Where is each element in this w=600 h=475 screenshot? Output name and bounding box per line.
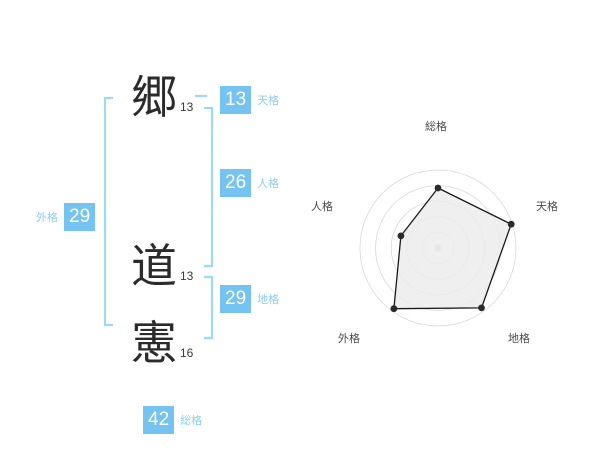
radar-axis-label-tenkaku: 天格: [536, 200, 558, 213]
stroke-count-1: 13: [180, 100, 194, 114]
score-label-jinkaku: 人格: [257, 177, 280, 190]
score-badge-tenkaku: 13 天格: [220, 86, 279, 114]
kanji-char-1: 郷: [131, 70, 177, 124]
radar-axis-label-jinkaku: 人格: [311, 200, 333, 213]
score-label-soukaku: 総格: [180, 414, 203, 427]
radar-axis-label-chikaku: 地格: [508, 332, 530, 345]
radar-axis-label-soukaku: 総格: [425, 120, 447, 133]
score-value-soukaku: 42: [143, 406, 175, 434]
bracket-jinkaku: [203, 106, 214, 268]
radar-chart-canvas: [359, 169, 517, 327]
kanji-char-3: 憲: [131, 316, 177, 370]
score-value-jinkaku: 26: [220, 169, 252, 197]
radar-data-area: [393, 187, 512, 310]
score-label-tenkaku: 天格: [257, 94, 280, 107]
radar-ring-5: [359, 169, 517, 327]
radar-point-人格: [397, 232, 405, 240]
score-value-tenkaku: 13: [220, 86, 252, 114]
radar-point-総格: [434, 184, 442, 192]
radar-chart: 総格 天格 地格 外格 人格: [300, 0, 600, 470]
radar-point-外格: [390, 305, 398, 313]
score-badge-gaikaku: 外格 29: [36, 203, 96, 231]
stroke-count-2: 13: [180, 269, 194, 283]
radar-data-points: [390, 184, 515, 313]
score-label-chikaku: 地格: [257, 293, 280, 306]
score-badge-soukaku: 42 総格: [143, 406, 202, 434]
bracket-chikaku: [203, 275, 214, 340]
score-value-chikaku: 29: [220, 285, 252, 313]
score-badge-jinkaku: 26 人格: [220, 169, 279, 197]
bracket-lines: [103, 94, 214, 340]
kanji-char-2: 道: [131, 239, 177, 293]
radar-point-天格: [507, 220, 515, 228]
bracket-gaikaku: [103, 96, 114, 327]
stroke-count-3: 16: [180, 346, 194, 360]
radar-axis-label-gaikaku: 外格: [338, 332, 360, 345]
radar-point-地格: [478, 304, 485, 312]
score-badge-chikaku: 29 地格: [220, 285, 279, 313]
name-stroke-diagram: 郷 道 憲 13 13 16 13 天格 26 人格 29 地格 外格 29 4…: [0, 0, 300, 470]
score-label-gaikaku: 外格: [36, 211, 58, 224]
score-value-gaikaku: 29: [64, 203, 96, 231]
